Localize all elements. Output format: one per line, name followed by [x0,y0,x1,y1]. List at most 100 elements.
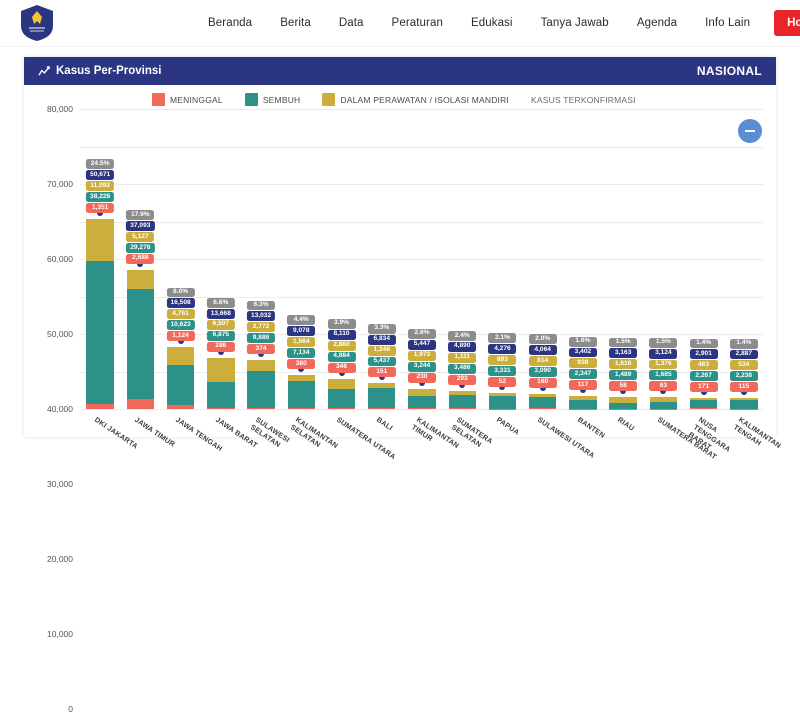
label-perawatan: 6,507 [207,320,235,330]
nav-link-data[interactable]: Data [325,17,378,29]
y-axis-tick: 20,000 [47,554,80,564]
kemdikbud-logo[interactable] [20,2,54,44]
x-axis-label-cell: JAWA TIMUR [120,413,160,437]
label-meninggal: 151 [368,367,396,377]
label-sembuh: 9,886 [247,333,275,343]
legend-label-meninggal: MENINGGAL [170,95,223,105]
label-meninggal: 58 [609,381,637,391]
nav-link-agenda[interactable]: Agenda [623,17,691,29]
stacked-bar [650,397,677,409]
label-meninggal: 52 [488,377,516,387]
label-meninggal: 171 [690,382,718,392]
label-percent: 17.9% [126,210,154,220]
stacked-bar [127,270,154,409]
label-perawatan: 1,246 [368,346,396,356]
label-meninggal: 2,688 [126,254,154,264]
panel-title-text: Kasus Per-Provinsi [56,65,161,77]
label-perawatan: 1,376 [649,360,677,370]
label-sembuh: 2,347 [569,369,597,379]
legend-item-terkonfirmasi[interactable]: KASUS TERKONFIRMASI [531,95,636,105]
label-sembuh: 4,884 [328,352,356,362]
legend-label-sembuh: SEMBUH [263,95,301,105]
x-axis-label-cell: PAPUA [482,413,522,437]
segment-sembuh [207,382,234,408]
segment-sembuh [569,400,596,409]
segment-meninggal [86,404,113,409]
hoax-buster-button[interactable]: Hoax Buster [774,10,800,36]
nav-link-beranda[interactable]: Beranda [194,17,266,29]
segment-meninggal [408,408,435,409]
label-perawatan: 4,761 [167,309,195,319]
nav-links: Beranda Berita Data Peraturan Edukasi Ta… [194,10,800,36]
x-axis-label-cell: RIAU [603,413,643,437]
x-axis-label-cell: DKI JAKARTA [80,413,120,437]
label-perawatan: 1,564 [287,337,315,347]
label-percent: 1.4% [730,339,758,349]
label-meninggal: 374 [247,344,275,354]
segment-meninggal [529,408,556,409]
stacked-bar [328,379,355,409]
segment-sembuh [328,389,355,407]
x-axis-label-cell: BANTEN [563,413,603,437]
label-terkonfirmasi: 4,064 [529,345,557,355]
nav-link-tanya-jawab[interactable]: Tanya Jawab [527,17,623,29]
stacked-bar [288,375,315,409]
x-axis-label-cell: BALI [362,413,402,437]
x-axis-label-cell: JAWA BARAT [201,413,241,437]
label-meninggal: 63 [649,381,677,391]
segment-meninggal [288,408,315,409]
label-perawatan: 938 [569,358,597,368]
x-axis-label-cell: SUMATERA BARAT [643,413,683,437]
label-sembuh: 3,090 [529,367,557,377]
segment-sembuh [690,400,717,409]
panel-header: Kasus Per-Provinsi NASIONAL [24,57,776,85]
label-percent: 6.6% [207,298,235,308]
legend-label-terkonfirmasi: KASUS TERKONFIRMASI [531,95,636,105]
label-terkonfirmasi: 6,834 [368,335,396,345]
label-terkonfirmasi: 5,447 [408,340,436,350]
label-percent: 2.6% [408,329,436,339]
label-meninggal: 380 [287,359,315,369]
segment-sembuh [529,397,556,409]
label-terkonfirmasi: 4,890 [448,342,476,352]
segment-sembuh [127,289,154,399]
label-perawatan: 1,111 [448,353,476,363]
label-terkonfirmasi: 50,671 [86,170,114,180]
nav-link-info-lain[interactable]: Info Lain [691,17,764,29]
label-perawatan: 1,973 [408,351,436,361]
y-axis-tick: 60,000 [47,254,80,264]
label-percent: 4.4% [287,315,315,325]
nav-link-berita[interactable]: Berita [266,17,325,29]
label-meninggal: 160 [529,378,557,388]
x-axis-label-cell: SULAWESI SELATAN [241,413,281,437]
y-axis-tick: 50,000 [47,329,80,339]
label-meninggal: 1,124 [167,331,195,341]
nav-link-peraturan[interactable]: Peraturan [378,17,457,29]
nav-link-edukasi[interactable]: Edukasi [457,17,527,29]
